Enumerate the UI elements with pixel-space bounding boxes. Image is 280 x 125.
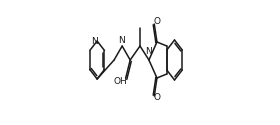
Text: O: O [154, 94, 161, 102]
Text: N: N [118, 36, 125, 44]
Text: N: N [91, 36, 97, 46]
Text: O: O [154, 18, 161, 26]
Text: OH: OH [114, 78, 128, 86]
Text: N: N [146, 48, 152, 56]
